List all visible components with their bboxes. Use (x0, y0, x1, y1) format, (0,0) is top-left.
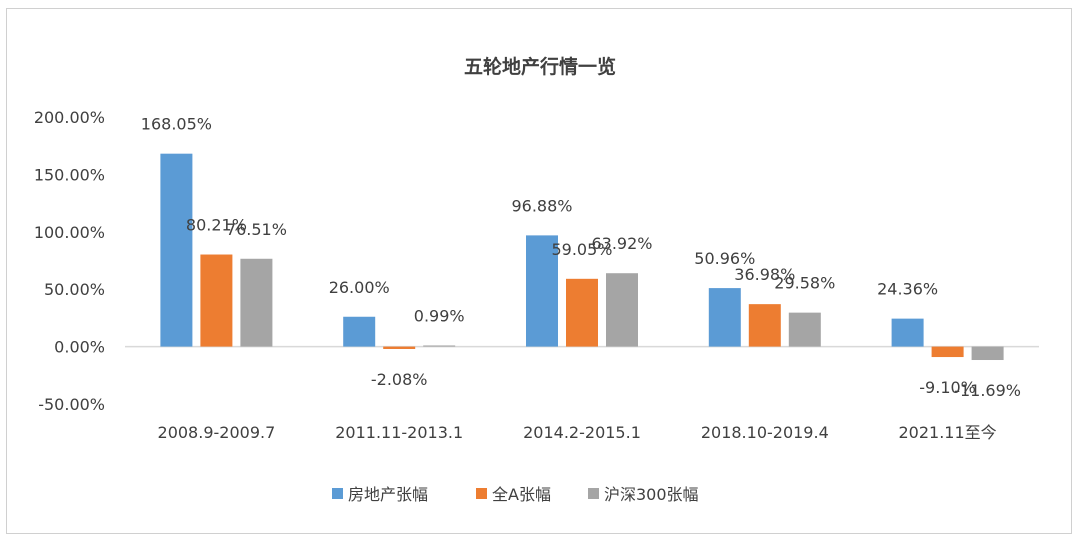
data-label: 59.05% (551, 240, 612, 259)
legend: 房地产张幅 全A张幅 沪深300张幅 (332, 485, 699, 504)
y-tick-label: 150.00% (34, 165, 105, 184)
bar-chart: 五轮地产行情一览 200.00% 150.00% 100.00% 50.00% 0.00… (34, 55, 1039, 504)
data-label: 26.00% (329, 278, 390, 297)
legend-label: 沪深300张幅 (604, 485, 699, 504)
bar (606, 273, 638, 347)
bar (891, 318, 924, 347)
data-label: 63.92% (591, 234, 652, 253)
x-tick-label: 2021.11至今 (899, 423, 997, 442)
data-label: 168.05% (141, 115, 212, 134)
x-tick-label: 2014.2-2015.1 (523, 423, 641, 442)
data-label: 24.36% (877, 280, 938, 299)
data-label: 0.99% (414, 306, 465, 325)
bar (708, 288, 741, 347)
y-tick-label: -50.00% (38, 395, 105, 414)
legend-swatch (588, 488, 599, 499)
bar (526, 235, 558, 347)
x-axis: 2008.9-2009.7 2011.11-2013.1 2014.2-2015.1… (125, 345, 1039, 442)
data-label: 50.96% (694, 249, 755, 268)
data-label: 80.21% (186, 216, 247, 235)
chart-frame: 五轮地产行情一览 200.00% 150.00% 100.00% 50.00% 0.00… (6, 8, 1072, 534)
y-tick-label: 50.00% (44, 280, 105, 299)
chart-title: 五轮地产行情一览 (464, 55, 616, 78)
bar (240, 258, 273, 347)
data-label: 76.51% (226, 220, 287, 239)
bar (788, 312, 821, 347)
data-label: -11.69% (954, 381, 1021, 400)
legend-swatch (332, 488, 343, 499)
bar (566, 278, 598, 347)
bar (200, 254, 233, 347)
x-tick-label: 2018.10-2019.4 (701, 423, 829, 442)
bar (971, 346, 1004, 361)
bar (931, 346, 964, 358)
legend-swatch (476, 488, 487, 499)
bar (423, 345, 456, 347)
legend-label: 房地产张幅 (348, 485, 428, 504)
legend-label: 全A张幅 (492, 485, 551, 504)
bars (160, 153, 1004, 361)
data-label: -9.10% (919, 378, 976, 397)
y-tick-label: 200.00% (34, 108, 105, 127)
y-tick-label: 100.00% (34, 223, 105, 242)
x-tick-label: 2008.9-2009.7 (158, 423, 276, 442)
data-label: 36.98% (734, 265, 795, 284)
bar (343, 316, 376, 347)
y-axis: 200.00% 150.00% 100.00% 50.00% 0.00% -50.00% (34, 108, 105, 414)
data-label: 96.88% (511, 196, 572, 215)
bar (748, 304, 781, 347)
x-tick-label: 2011.11-2013.1 (335, 423, 463, 442)
data-label: -2.08% (371, 370, 428, 389)
data-labels: 168.05% 80.21%76.51% 26.00% -2.08% 0.99% 96.8… (141, 115, 1021, 400)
bar (160, 153, 193, 347)
y-tick-label: 0.00% (54, 338, 105, 357)
data-label: 29.58% (774, 274, 835, 293)
bar (383, 346, 416, 349)
